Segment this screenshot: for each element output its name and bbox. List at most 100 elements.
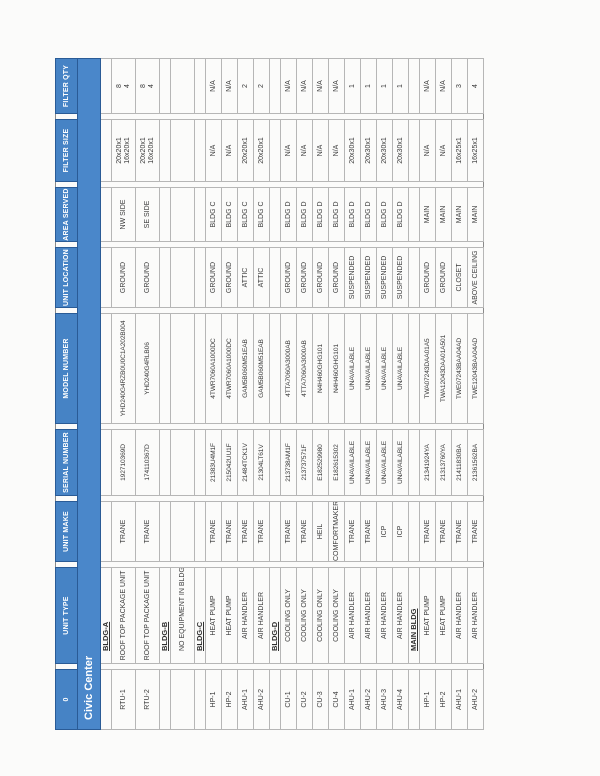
cell-area: BLDG D xyxy=(280,187,297,242)
column-gap xyxy=(136,496,160,502)
column-gap xyxy=(206,664,222,670)
cell-model: 4TWR7060A1000DC xyxy=(221,313,238,424)
column-gap xyxy=(136,242,160,248)
section-label: BLDG-C xyxy=(194,567,206,664)
column-gap xyxy=(468,562,484,568)
column-gap xyxy=(171,242,195,248)
cell-type: HEAT PUMP xyxy=(205,567,222,664)
cell-size: 20x30x1 xyxy=(392,119,409,182)
cell-size: N/A xyxy=(419,119,436,182)
column-gap xyxy=(270,182,281,188)
cell-make: ICP xyxy=(376,501,393,562)
column-gap xyxy=(452,424,468,430)
cell-size: 20x30x1 xyxy=(344,119,361,182)
unit-row-hp-2: HP-2 HEAT PUMP TRANE 215042UU1F 4TWR7060A100… xyxy=(221,58,238,730)
column-gap xyxy=(420,424,436,430)
column-gap xyxy=(409,182,420,188)
cell-location: GROUND xyxy=(312,247,329,308)
empty-cell xyxy=(159,247,171,308)
column-gap xyxy=(270,114,281,120)
column-gap xyxy=(297,424,313,430)
cell-area: BLDG C xyxy=(205,187,222,242)
cell-make: TRANE xyxy=(253,501,270,562)
column-gap xyxy=(468,242,484,248)
column-gap xyxy=(329,424,345,430)
cell-model: UNAVAILABLE xyxy=(344,313,361,424)
column-gap xyxy=(281,664,297,670)
column-gap xyxy=(238,308,254,314)
cell-size: N/A xyxy=(296,119,313,182)
column-gap xyxy=(313,114,329,120)
column-gap xyxy=(436,308,452,314)
column-gap xyxy=(101,242,112,248)
cell-model: UNAVAILABLE xyxy=(360,313,377,424)
column-gap xyxy=(281,424,297,430)
cell-id: CU-4 xyxy=(328,669,345,730)
column-gap xyxy=(281,242,297,248)
column-gap xyxy=(393,182,409,188)
cell-size: 20x20x1 xyxy=(237,119,254,182)
cell-type: AIR HANDLER xyxy=(376,567,393,664)
column-gap xyxy=(56,424,78,430)
column-gap xyxy=(270,496,281,502)
cell-type: AIR HANDLER xyxy=(360,567,377,664)
unit-row-cu-4: CU-4 COOLING ONLY COMFORTMAKER E182615302 N4… xyxy=(328,58,345,730)
column-gap xyxy=(56,308,78,314)
column-gap xyxy=(377,182,393,188)
note-label: NO EQUIPMENT IN BLDG xyxy=(170,567,195,664)
column-gap xyxy=(195,308,206,314)
column-gap xyxy=(112,562,136,568)
cell-location: GROUND xyxy=(221,247,238,308)
column-gap xyxy=(206,308,222,314)
cell-area: BLDG D xyxy=(296,187,313,242)
cell-make: TRANE xyxy=(296,501,313,562)
empty-cell xyxy=(194,187,206,242)
cell-qty: 4 xyxy=(467,58,484,114)
column-gap xyxy=(222,562,238,568)
empty-cell xyxy=(194,119,206,182)
cell-area: NW SIDE xyxy=(111,187,136,242)
cell-make: TRANE xyxy=(451,501,468,562)
cell-model: 4TTA7060A3000AB xyxy=(296,313,313,424)
column-gap xyxy=(171,562,195,568)
section-label: BLDG-D xyxy=(269,567,281,664)
cell-serial: 215042UU1F xyxy=(221,429,238,496)
column-gap xyxy=(420,562,436,568)
column-gap xyxy=(452,182,468,188)
column-gap xyxy=(393,114,409,120)
column-gap xyxy=(222,664,238,670)
column-gap xyxy=(222,496,238,502)
empty-cell xyxy=(170,429,195,496)
column-gap xyxy=(56,664,78,670)
column-gap xyxy=(136,424,160,430)
empty-cell xyxy=(100,429,112,496)
cell-serial: 174110367D xyxy=(135,429,160,496)
section-row-bldg-c: BLDG-C xyxy=(194,58,206,730)
cell-model: N4H460GHG101 xyxy=(328,313,345,424)
cell-size: 16x25x1 xyxy=(451,119,468,182)
unit-row-ahu-3: AHU-3 AIR HANDLER ICP UNAVAILABLE UNAVAILABL… xyxy=(376,58,393,730)
unit-row-rtu-2: RTU-2 ROOF TOP PACKAGE UNIT TRANE 174110367… xyxy=(135,58,160,730)
column-gap xyxy=(195,424,206,430)
column-gap xyxy=(136,308,160,314)
note-row-no-equipment-in-bldg: NO EQUIPMENT IN BLDG xyxy=(170,58,195,730)
cell-id: HP-2 xyxy=(221,669,238,730)
column-gap xyxy=(345,562,361,568)
column-gap xyxy=(452,308,468,314)
column-gap xyxy=(409,308,420,314)
column-gap xyxy=(468,114,484,120)
column-gap xyxy=(222,114,238,120)
column-gap xyxy=(195,114,206,120)
cell-type: COOLING ONLY xyxy=(312,567,329,664)
column-gap xyxy=(171,424,195,430)
column-gap xyxy=(345,182,361,188)
column-gap xyxy=(281,308,297,314)
column-gap xyxy=(112,496,136,502)
cell-serial: 21411830BA xyxy=(451,429,468,496)
column-gap xyxy=(361,664,377,670)
cell-make: TRANE xyxy=(205,501,222,562)
cell-line: 8 xyxy=(115,84,123,88)
cell-id: HP-1 xyxy=(205,669,222,730)
column-header-make: UNIT MAKE xyxy=(55,501,78,562)
